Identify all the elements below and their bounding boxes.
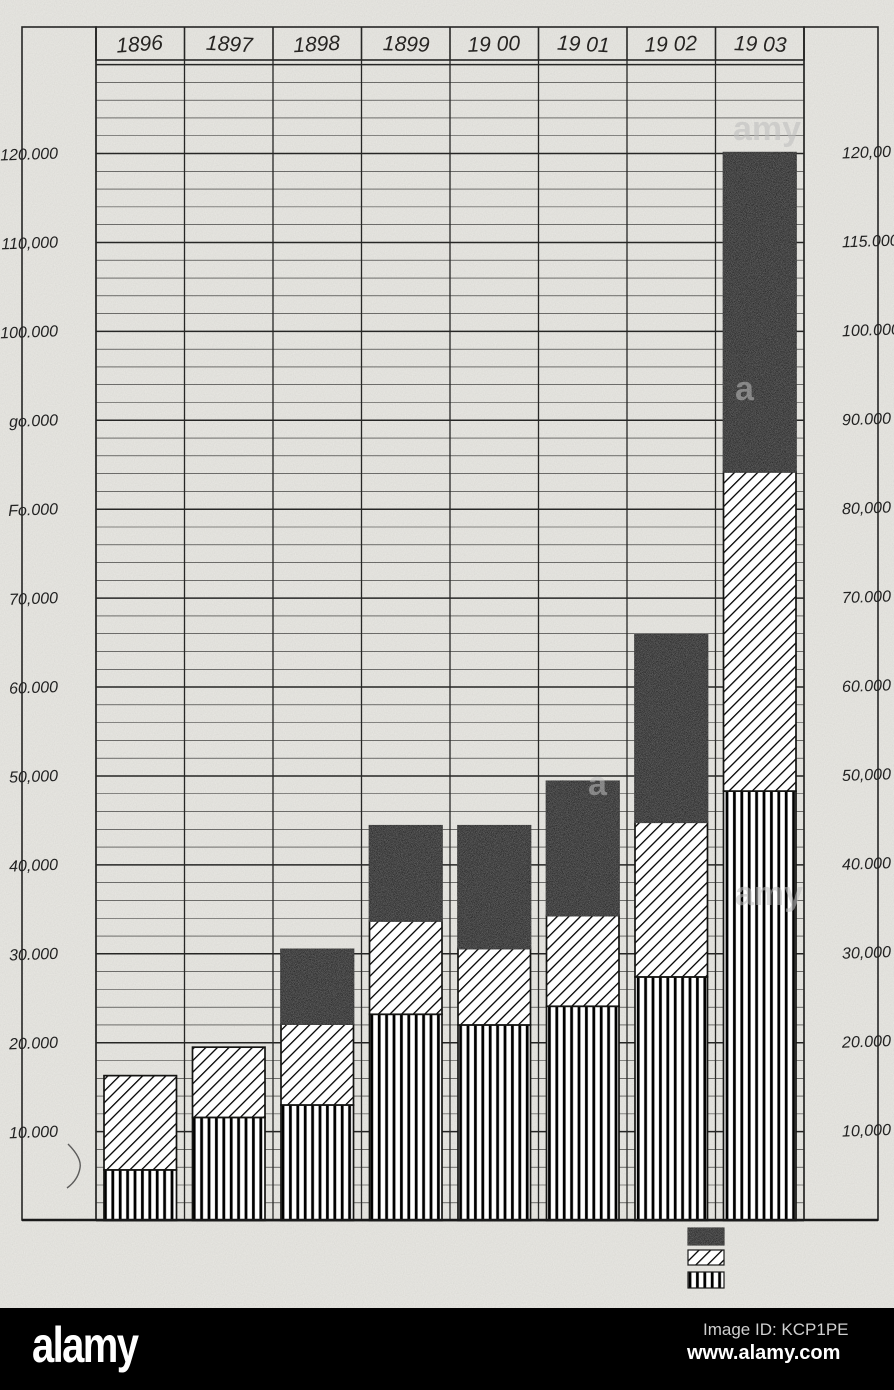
svg-text:90.000: 90.000 (842, 411, 892, 430)
svg-text:100.000: 100.000 (842, 321, 894, 340)
svg-text:a: a (588, 765, 608, 803)
svg-text:19 02: 19 02 (644, 32, 698, 57)
svg-text:120,00: 120,00 (842, 144, 892, 163)
svg-text:1896: 1896 (115, 31, 164, 57)
svg-text:60.000: 60.000 (842, 677, 892, 696)
svg-text:60.000: 60.000 (9, 679, 59, 698)
svg-text:115.000: 115.000 (842, 232, 894, 251)
svg-text:Fo.000: Fo.000 (8, 501, 58, 520)
svg-text:19 01: 19 01 (556, 32, 610, 58)
svg-text:amy: amy (735, 875, 803, 913)
svg-text:1899: 1899 (382, 32, 430, 57)
svg-text:1897: 1897 (205, 32, 254, 57)
svg-text:19 00: 19 00 (467, 32, 521, 57)
svg-text:10.000: 10.000 (9, 1124, 59, 1143)
svg-text:20.000: 20.000 (8, 1035, 59, 1054)
svg-text:20.000: 20.000 (841, 1033, 892, 1052)
svg-text:go.000: go.000 (9, 412, 59, 431)
svg-text:30.000: 30.000 (9, 946, 59, 965)
svg-text:70.000: 70.000 (842, 588, 892, 607)
svg-text:1898: 1898 (293, 32, 341, 57)
svg-text:amy: amy (733, 110, 801, 148)
svg-text:30,000: 30,000 (842, 944, 892, 963)
svg-text:40.000: 40.000 (842, 855, 892, 874)
svg-text:80,000: 80,000 (842, 500, 892, 519)
svg-text:120.000: 120.000 (0, 146, 58, 165)
svg-text:70,000: 70,000 (9, 590, 59, 609)
svg-text:10,000: 10,000 (842, 1122, 892, 1141)
svg-text:50,000: 50,000 (9, 768, 59, 787)
svg-text:50,000: 50,000 (842, 766, 892, 785)
svg-text:19 03: 19 03 (734, 32, 788, 57)
svg-text:100.000: 100.000 (0, 323, 58, 342)
svg-text:110,000: 110,000 (1, 234, 58, 253)
svg-text:a: a (735, 370, 755, 408)
svg-text:40,000: 40,000 (9, 857, 59, 876)
